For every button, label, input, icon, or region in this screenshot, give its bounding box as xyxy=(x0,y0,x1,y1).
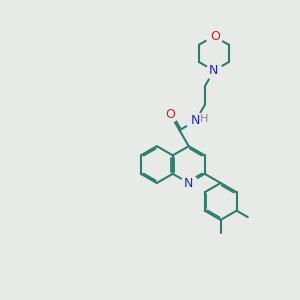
Text: O: O xyxy=(210,30,220,43)
Text: N: N xyxy=(191,115,200,128)
Text: N: N xyxy=(184,176,194,190)
Text: O: O xyxy=(165,108,175,121)
Text: H: H xyxy=(200,114,208,124)
Text: N: N xyxy=(209,64,219,77)
